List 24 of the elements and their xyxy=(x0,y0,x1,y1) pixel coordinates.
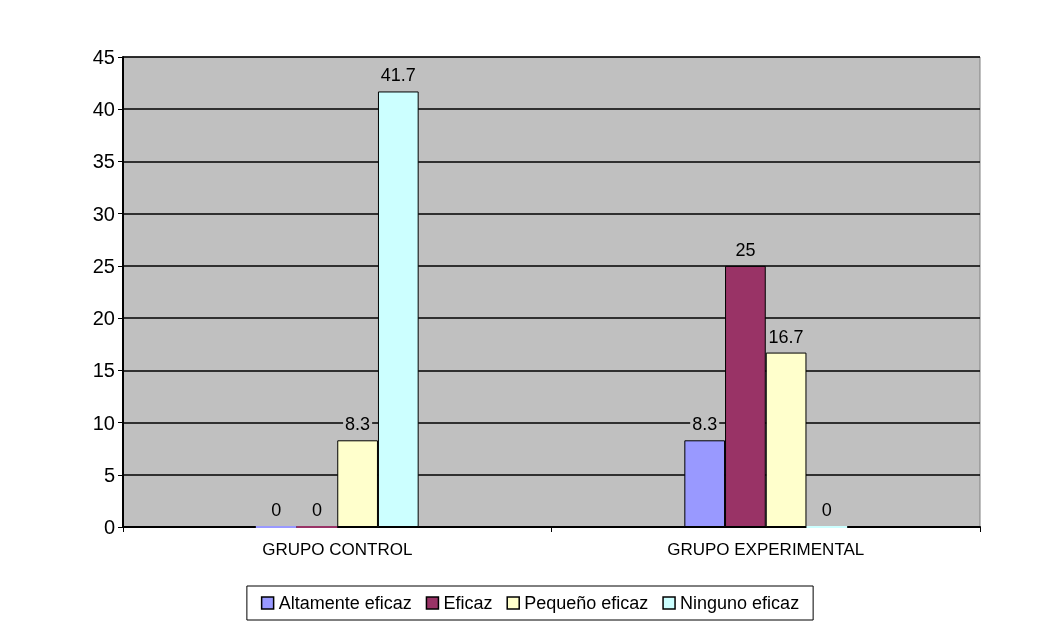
legend-label: Altamente eficaz xyxy=(278,593,412,613)
legend-label: Pequeño eficaz xyxy=(524,593,649,613)
y-tick-label: 40 xyxy=(92,98,115,121)
y-tick-label: 20 xyxy=(92,307,115,330)
y-tick-label: 15 xyxy=(92,359,115,382)
y-tick-label: 25 xyxy=(92,254,115,277)
y-tick-label: 5 xyxy=(103,463,115,486)
y-tick-label: 45 xyxy=(92,46,115,68)
y-tick-label: 35 xyxy=(92,150,115,173)
data-label: 0 xyxy=(821,500,832,520)
data-label: 16.7 xyxy=(768,326,804,347)
y-tick-label: 30 xyxy=(92,202,115,225)
x-tick-label: GRUPO CONTROL xyxy=(262,540,413,559)
data-label: 8.3 xyxy=(345,414,371,435)
y-tick-label: 10 xyxy=(92,411,115,434)
data-label: 8.3 xyxy=(692,414,718,435)
legend-label: Ninguno eficaz xyxy=(680,593,800,613)
x-tick-label: GRUPO EXPERIMENTAL xyxy=(667,540,865,559)
data-label: 25 xyxy=(735,239,756,260)
y-tick-label: 0 xyxy=(103,516,115,538)
data-label: 41.7 xyxy=(380,65,416,86)
data-label: 0 xyxy=(311,500,322,520)
data-label: 0 xyxy=(271,500,282,520)
legend-label: Eficaz xyxy=(443,593,493,613)
